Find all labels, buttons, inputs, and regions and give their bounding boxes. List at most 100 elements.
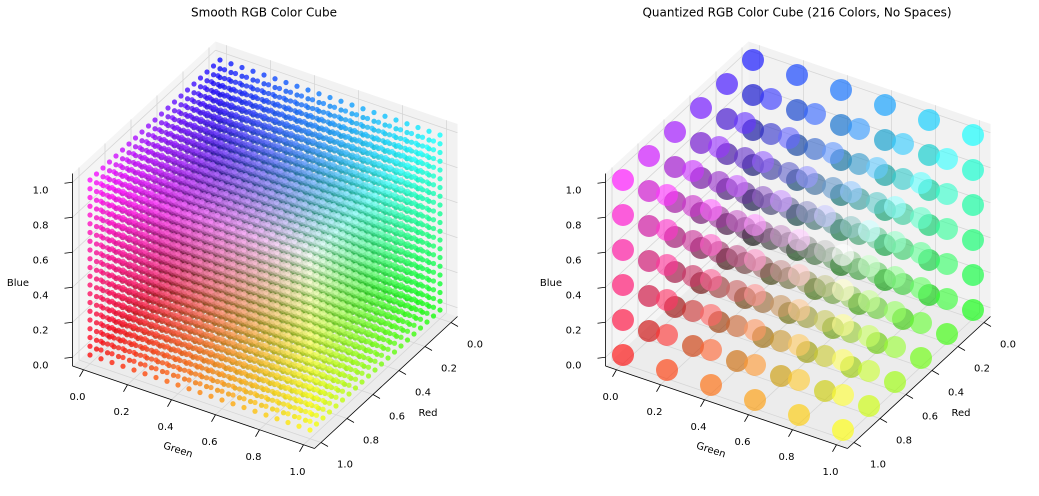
point [411,331,417,337]
point [398,325,404,332]
point [109,307,115,313]
point [237,80,243,86]
point [152,117,158,123]
point [404,319,411,326]
point [208,79,215,85]
point [131,323,137,329]
point [213,97,219,103]
point [281,104,287,110]
point [215,73,221,79]
tick-mark [64,216,73,219]
point [233,112,239,118]
point [217,107,224,113]
point [169,123,176,130]
point [437,263,443,269]
point [182,111,189,118]
point [411,313,417,320]
point [265,82,272,88]
z-tick-label: 0.6 [33,255,49,266]
point [244,124,250,130]
chart-title: Smooth RGB Color Cube [191,6,337,20]
point [307,121,314,127]
point [98,303,104,309]
point [255,128,261,134]
point [170,363,177,370]
point [126,340,133,346]
point [424,275,430,281]
point [221,75,228,82]
point [398,317,404,323]
point [215,81,221,88]
point [167,139,174,145]
point [325,119,331,125]
point [87,326,93,332]
point [152,126,158,132]
point [104,306,111,312]
y-tick-label: 0.8 [246,452,262,463]
point [243,83,250,89]
point [120,354,126,361]
point [197,84,204,90]
tick-mark [424,346,433,351]
point [424,258,430,264]
point [184,96,191,102]
point [93,311,100,317]
point [259,96,265,103]
point [239,73,245,79]
point [104,315,111,321]
point [115,283,122,290]
point [417,281,424,287]
x-tick-label: 1.0 [337,460,353,471]
point [261,122,268,128]
point [437,272,443,278]
point [131,349,137,356]
point [176,117,182,124]
point [120,363,126,369]
point [228,61,234,67]
point [109,359,115,366]
point [93,337,100,343]
point [246,108,252,115]
point [195,99,202,106]
point [195,91,202,97]
point [424,249,430,255]
point [159,333,166,340]
point [197,75,204,81]
point [217,57,223,63]
point [98,286,104,292]
point [93,285,100,291]
point [305,87,311,93]
point [217,98,224,104]
point [430,278,437,284]
point [142,362,148,368]
z-tick-label: 0.4 [33,290,49,301]
point [206,103,213,109]
point [198,125,204,131]
point [98,294,104,301]
point [120,328,126,334]
point [259,88,265,94]
point [142,353,148,359]
point [254,87,261,93]
chart: Smooth RGB Color Cube0.00.20.40.60.81.00… [7,6,483,478]
point [228,102,235,108]
point [411,296,417,302]
tick-mark [211,414,216,422]
point [252,94,259,100]
point [137,326,144,332]
y-tick-label: 0.0 [70,392,86,403]
point [131,358,137,364]
point [153,348,159,354]
point [126,305,133,311]
tick-mark [320,442,329,447]
point [272,76,278,82]
point [239,106,246,112]
point [437,219,443,226]
point [237,89,243,95]
point [115,275,122,281]
point [109,298,115,304]
point [148,338,155,345]
point [185,137,191,143]
point [163,129,169,136]
y-tick-label: 0.2 [114,407,130,418]
